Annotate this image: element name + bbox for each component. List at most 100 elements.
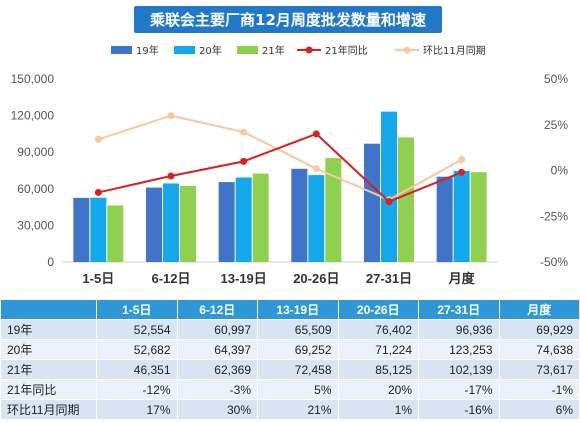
legend-swatch-19年: [111, 46, 132, 54]
y-left-tick-label: 0: [47, 255, 54, 269]
table-cell: 17%: [96, 399, 178, 420]
legend-label: 21年: [262, 44, 285, 57]
table-cell: 73,617: [498, 359, 580, 380]
table-corner-cell: [0, 299, 97, 320]
point-环比11月同期-1-5日: [94, 135, 102, 143]
table-cell: 102,139: [418, 359, 500, 380]
table-header-row: 1-5日 6-12日 13-19日 20-26日 27-31日 月度: [0, 299, 580, 320]
table-row-header: 21年: [0, 359, 97, 380]
point-环比11月同期-20-26日: [312, 165, 320, 173]
title-banner: [134, 6, 442, 33]
table-row-header: 20年: [0, 339, 97, 360]
legend-label: 环比11月同期: [423, 45, 486, 57]
table-column-header: 1-5日: [96, 299, 178, 320]
x-category-label: 13-19日: [221, 271, 267, 286]
table-cell: 30%: [176, 399, 258, 420]
table-cell: 60,997: [176, 319, 258, 340]
legend-label: 20年: [199, 44, 222, 57]
y-left-tick-label: 150,000: [11, 72, 55, 86]
chart-title: 乘联会主要厂商12月周度批发数量和增速: [149, 11, 426, 29]
table-row: 环比11月同期 17% 30% 21% 1% -16% 6%: [0, 399, 580, 420]
bar-21年-13-19日: [252, 173, 269, 262]
point-21年同比-1-5日: [94, 188, 102, 196]
bar-20年-月度: [453, 170, 470, 262]
table-cell: 52,554: [96, 319, 178, 340]
table-cell: 20%: [337, 379, 419, 400]
legend-label: 21年同比: [325, 44, 368, 57]
table-cell: 1%: [337, 399, 419, 420]
x-category-label: 1-5日: [82, 271, 114, 286]
point-环比11月同期-月度: [458, 156, 466, 164]
x-category-label: 6-12日: [151, 271, 190, 286]
bar-19年-月度: [436, 176, 453, 262]
table-cell: 46,351: [96, 359, 178, 380]
bar-21年-6-12日: [180, 185, 196, 262]
bars: [73, 111, 487, 262]
bar-20年-27-31日: [381, 111, 397, 262]
legend-marker-21年同比: [305, 46, 313, 54]
legend: 19年 20年 21年 21年同比 环比11月同期: [111, 44, 486, 57]
y-right-tick-label: -50%: [540, 255, 568, 269]
bar-21年-20-26日: [325, 158, 342, 262]
y-left-tick-label: 30,000: [17, 218, 54, 232]
table-cell: 5%: [257, 379, 339, 400]
table-cell: 74,638: [498, 339, 580, 360]
table-cell: -3%: [176, 379, 258, 400]
chart: 乘联会主要厂商12月周度批发数量和增速 19年 20年 21年 21年同比 环比11月同…: [11, 6, 569, 286]
bar-20年-1-5日: [90, 197, 107, 262]
table-cell: -12%: [96, 379, 178, 400]
bar-20年-20-26日: [308, 175, 325, 262]
point-21年同比-20-26日: [312, 130, 320, 138]
bar-19年-1-5日: [73, 197, 90, 262]
table-column-header: 6-12日: [176, 299, 258, 320]
x-category-label: 27-31日: [366, 271, 412, 286]
bar-19年-13-19日: [218, 182, 235, 262]
table-cell: -17%: [418, 379, 500, 400]
table-column-header: 月度: [498, 299, 580, 320]
table-row-header: 环比11月同期: [0, 399, 97, 420]
y-right-tick-label: 50%: [544, 72, 568, 86]
bar-19年-27-31日: [364, 143, 380, 262]
point-环比11月同期-13-19日: [240, 128, 248, 136]
table-cell: 69,929: [498, 319, 580, 340]
table-cell: -16%: [418, 399, 500, 420]
legend-swatch-21年: [237, 46, 258, 54]
table-row: 20年 52,682 64,397 69,252 71,224 123,253 74,638: [0, 339, 580, 360]
table-cell: 96,936: [418, 319, 500, 340]
lines: [94, 112, 466, 206]
table-row-header: 21年同比: [0, 379, 97, 400]
table-row: 19年 52,554 60,997 65,509 76,402 96,936 69,929: [0, 319, 580, 340]
table-column-header: 13-19日: [257, 299, 339, 320]
x-category-label: 20-26日: [293, 271, 339, 286]
table-row-header: 19年: [0, 319, 97, 340]
legend-marker-环比11月同期: [403, 46, 411, 54]
bar-19年-6-12日: [146, 187, 162, 262]
table-column-header: 20-26日: [337, 299, 419, 320]
line-环比11月同期: [98, 114, 463, 201]
table-cell: 72,458: [257, 359, 339, 380]
table-cell: 6%: [498, 399, 580, 420]
table-cell: 64,397: [176, 339, 258, 360]
axes: 0 30,000 60,000 90,000 120,000 150,000 -50% -25…: [11, 72, 569, 286]
bar-21年-27-31日: [398, 137, 414, 262]
table-row: 21年同比 -12% -3% 5% 20% -17% -1%: [0, 379, 580, 400]
table-column-header: 27-31日: [418, 299, 500, 320]
y-right-tick-label: 25%: [544, 118, 568, 132]
table-cell: -1%: [498, 379, 580, 400]
point-21年同比-月度: [458, 168, 466, 176]
table-row: 21年 46,351 62,369 72,458 85,125 102,139 73,617: [0, 359, 580, 380]
table-cell: 85,125: [337, 359, 419, 380]
y-right-tick-label: -25%: [540, 209, 568, 223]
y-left-tick-label: 120,000: [11, 109, 55, 123]
table-cell: 65,509: [257, 319, 339, 340]
table-cell: 71,224: [337, 339, 419, 360]
table-cell: 21%: [257, 399, 339, 420]
y-left-tick-label: 90,000: [17, 145, 54, 159]
bar-21年-1-5日: [107, 205, 124, 262]
legend-swatch-20年: [174, 46, 195, 54]
table-body: 19年 52,554 60,997 65,509 76,402 96,936 69,929 2…: [0, 319, 580, 420]
legend-label: 19年: [136, 44, 159, 57]
y-right-tick-label: 0%: [551, 164, 569, 178]
point-环比11月同期-6-12日: [167, 112, 175, 120]
point-21年同比-27-31日: [385, 198, 393, 206]
